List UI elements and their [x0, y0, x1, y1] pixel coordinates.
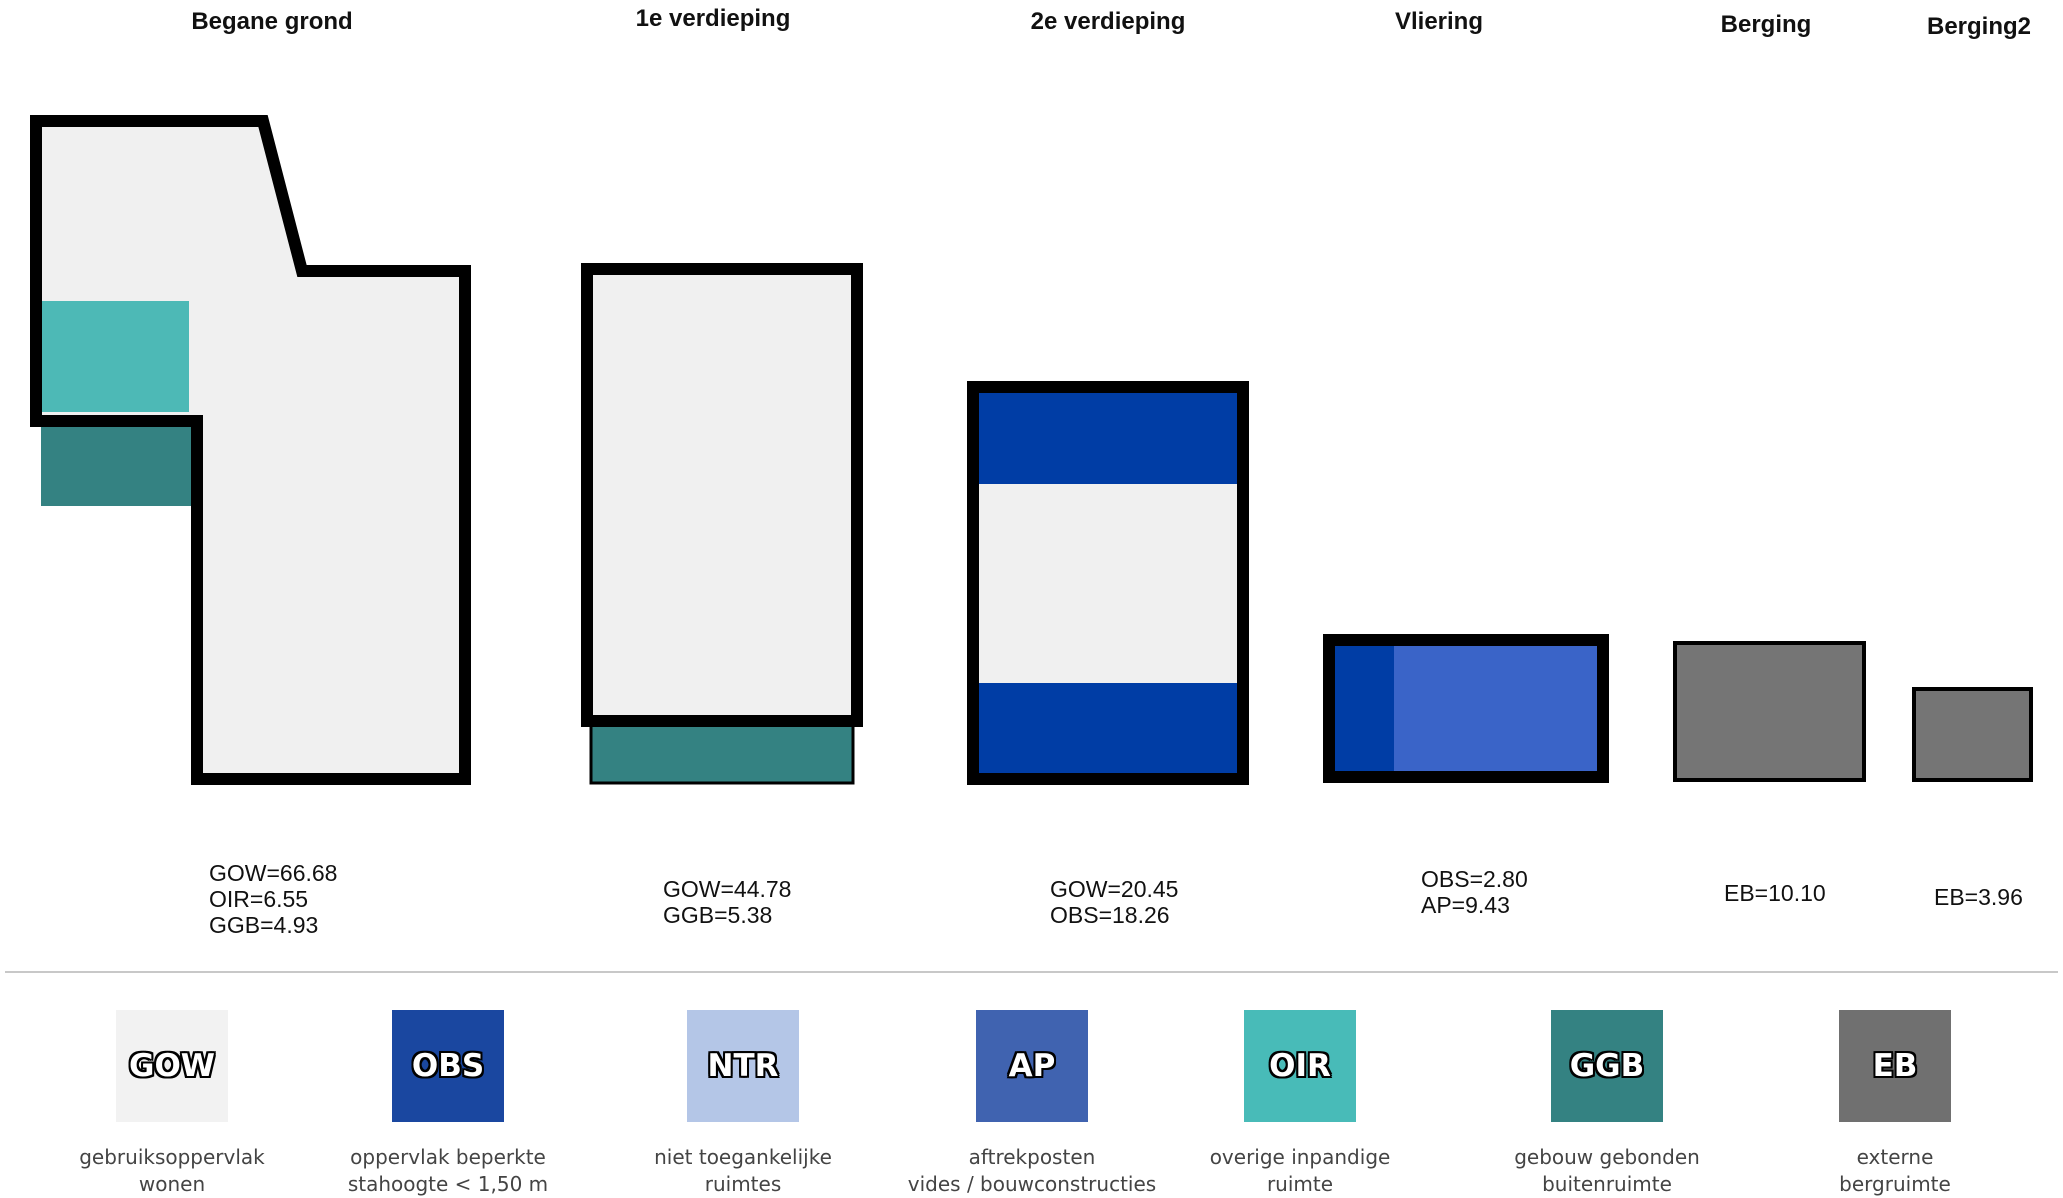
metric-line: GGB=4.93 [209, 912, 319, 938]
floor-title-1e-verdieping: 1e verdieping [635, 5, 791, 32]
legend-item-gow: GOW gebruiksoppervlak wonen [42, 1010, 302, 1198]
legend-code: NTR [707, 1048, 779, 1084]
legend-description: gebruiksoppervlak wonen [42, 1144, 302, 1198]
metrics-1e-verdieping: GOW=44.78 GGB=5.38 [663, 876, 791, 928]
floor-title-begane-grond: Begane grond [191, 8, 353, 35]
ap-area-vliering [1394, 646, 1597, 771]
metric-line: AP=9.43 [1421, 892, 1510, 918]
metrics-vliering: OBS=2.80 AP=9.43 [1421, 866, 1528, 918]
legend-desc-line: gebruiksoppervlak [79, 1145, 265, 1169]
legend-item-eb: EB externe bergruimte [1765, 1010, 2025, 1198]
floor-title-2e-verdieping: 2e verdieping [1030, 8, 1186, 35]
legend-swatch-ap: AP [976, 1010, 1088, 1122]
legend-swatch-eb: EB [1839, 1010, 1951, 1122]
floor-plan-1e-verdieping [581, 263, 863, 785]
metric-line: GOW=66.68 [209, 860, 338, 886]
metric-line: OBS=2.80 [1421, 866, 1528, 892]
obs-area-top-2e-verdieping [979, 393, 1237, 484]
legend-code: EB [1872, 1048, 1918, 1084]
legend-divider [5, 971, 2058, 973]
legend-description: niet toegankelijke ruimtes [613, 1144, 873, 1198]
metric-line: GOW=44.78 [663, 876, 792, 902]
gow-area-begane-grond [30, 115, 471, 785]
legend-swatch-ggb: GGB [1551, 1010, 1663, 1122]
gow-area-2e-verdieping [979, 484, 1237, 683]
metric-line: EB=3.96 [1934, 884, 2023, 910]
legend-desc-line: ruimte [1266, 1172, 1334, 1196]
legend-item-ggb: GGB gebouw gebonden buitenruimte [1477, 1010, 1737, 1198]
legend-desc-line: gebouw gebonden [1514, 1145, 1700, 1169]
legend-description: oppervlak beperkte stahoogte < 1,50 m [318, 1144, 578, 1198]
metrics-2e-verdieping: GOW=20.45 OBS=18.26 [1050, 876, 1178, 928]
floor-title-berging: Berging [1720, 11, 1812, 38]
oir-area-begane-grond [42, 301, 189, 412]
metrics-berging2: EB=3.96 [1934, 884, 2023, 910]
legend-desc-line: aftrekposten [968, 1145, 1096, 1169]
metrics-begane-grond: GOW=66.68 OIR=6.55 GGB=4.93 [209, 860, 337, 938]
metric-line: GGB=5.38 [663, 902, 773, 928]
metric-line: GOW=20.45 [1050, 876, 1179, 902]
legend-desc-line: vides / bouwconstructies [907, 1172, 1157, 1196]
legend-code: AP [1008, 1048, 1056, 1084]
floor-title-berging2: Berging2 [1926, 13, 2032, 40]
eb-area-berging [1673, 641, 1866, 782]
legend-swatch-oir: OIR [1244, 1010, 1356, 1122]
legend-item-ap: AP aftrekposten vides / bouwconstructies [902, 1010, 1162, 1198]
legend-swatch-obs: OBS [392, 1010, 504, 1122]
legend-desc-line: stahoogte < 1,50 m [347, 1172, 549, 1196]
floor-plan-2e-verdieping [967, 381, 1249, 785]
metrics-berging: EB=10.10 [1724, 880, 1826, 906]
legend-description: aftrekposten vides / bouwconstructies [902, 1144, 1162, 1198]
legend-swatch-gow: GOW [116, 1010, 228, 1122]
legend-item-ntr: NTR niet toegankelijke ruimtes [613, 1010, 873, 1198]
legend-description: overige inpandige ruimte [1170, 1144, 1430, 1198]
metric-line: OIR=6.55 [209, 886, 309, 912]
legend-description: externe bergruimte [1765, 1144, 2025, 1198]
legend-item-obs: OBS oppervlak beperkte stahoogte < 1,50 … [318, 1010, 578, 1198]
floor-plans [30, 115, 2033, 785]
floor-plan-begane-grond [30, 115, 471, 785]
obs-area-vliering [1335, 646, 1394, 771]
legend-desc-line: ruimtes [704, 1172, 782, 1196]
metric-line: OBS=18.26 [1050, 902, 1170, 928]
metric-line: EB=10.10 [1724, 880, 1826, 906]
legend-code: OBS [411, 1048, 485, 1084]
legend-desc-line: externe [1856, 1145, 1934, 1169]
legend-description: gebouw gebonden buitenruimte [1477, 1144, 1737, 1198]
legend-desc-line: bergruimte [1839, 1172, 1951, 1196]
legend-desc-line: overige inpandige [1209, 1145, 1391, 1169]
ggb-area-begane-grond [41, 420, 193, 506]
obs-area-bottom-2e-verdieping [979, 683, 1237, 773]
eb-area-berging2 [1912, 687, 2033, 782]
legend-code: OIR [1269, 1048, 1331, 1084]
legend-desc-line: niet toegankelijke [654, 1145, 832, 1169]
gow-area-1e-verdieping [581, 263, 863, 727]
legend-code: GOW [129, 1048, 215, 1084]
legend-desc-line: wonen [138, 1172, 206, 1196]
floor-plan-vliering [1323, 634, 1609, 783]
legend-desc-line: oppervlak beperkte [350, 1145, 546, 1169]
legend-code: GGB [1569, 1048, 1645, 1084]
legend-desc-line: buitenruimte [1542, 1172, 1672, 1196]
floor-title-vliering: Vliering [1394, 8, 1484, 35]
legend-item-oir: OIR overige inpandige ruimte [1170, 1010, 1430, 1198]
legend-swatch-ntr: NTR [687, 1010, 799, 1122]
